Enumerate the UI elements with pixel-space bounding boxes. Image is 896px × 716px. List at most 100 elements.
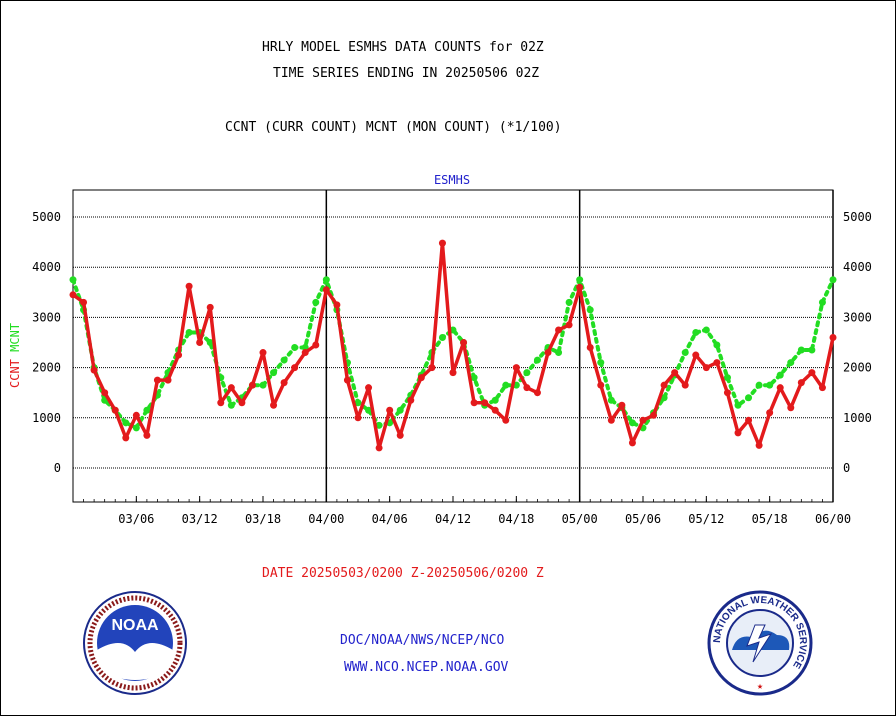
data-point-ccnt [153,376,161,384]
data-point-mcnt [523,369,531,377]
noaa-logo: NOAA [83,591,187,695]
data-point-ccnt [713,359,721,367]
chart-title-line1: HRLY MODEL ESMHS DATA COUNTS for 02Z [262,40,544,55]
y-tick-label-right: 1000 [843,411,872,425]
data-point-mcnt [312,298,320,306]
data-point-mcnt [576,276,584,284]
data-point-ccnt [533,389,541,397]
data-point-mcnt [766,381,774,389]
data-point-ccnt [628,439,636,447]
chart-subtitle: CCNT (CURR COUNT) MCNT (MON COUNT) (*1/1… [225,120,562,135]
data-point-ccnt [576,283,584,291]
data-point-ccnt [650,411,658,419]
data-point-ccnt [787,404,795,412]
x-tick-label: 05/06 [625,512,661,526]
data-point-mcnt [322,276,330,284]
data-point-ccnt [681,381,689,389]
y-tick-label-left: 2000 [32,361,61,375]
data-point-ccnt [671,369,679,377]
data-point-ccnt [80,298,88,306]
data-point-mcnt [586,306,594,314]
data-point-ccnt [259,349,267,357]
data-point-mcnt [143,406,151,414]
data-point-ccnt [829,333,837,341]
data-point-ccnt [111,406,119,414]
data-point-mcnt [396,406,404,414]
data-point-mcnt [555,349,563,357]
data-point-mcnt [681,349,689,357]
data-point-ccnt [597,381,605,389]
data-point-ccnt [449,369,457,377]
data-point-mcnt [365,406,373,414]
y-tick-label-left: 3000 [32,310,61,324]
data-point-mcnt [829,276,837,284]
x-tick-label: 04/06 [372,512,408,526]
plot-title: ESMHS [434,173,470,187]
chart-title-line2: TIME SERIES ENDING IN 20250506 02Z [273,66,540,81]
data-point-ccnt [660,381,668,389]
data-point-ccnt [481,399,489,407]
data-point-ccnt [386,406,394,414]
x-tick-label: 03/06 [118,512,154,526]
data-point-ccnt [428,364,436,372]
data-point-ccnt [196,339,204,346]
data-point-ccnt [808,369,816,377]
x-tick-label: 05/12 [688,512,724,526]
data-point-mcnt [280,356,288,364]
y-tick-label-left: 4000 [32,260,61,274]
data-point-ccnt [248,381,256,389]
svg-text:★: ★ [757,681,763,692]
data-point-mcnt [259,381,267,389]
data-point-mcnt [797,346,805,354]
data-point-ccnt [502,416,510,424]
data-point-ccnt [122,434,130,442]
data-point-ccnt [745,416,753,424]
x-tick-label: 05/00 [562,512,598,526]
x-tick-label: 03/12 [182,512,218,526]
data-point-mcnt [628,419,636,427]
data-point-mcnt [808,346,816,354]
data-point-mcnt [132,424,140,432]
data-point-ccnt [354,414,362,422]
data-point-ccnt [523,384,531,392]
data-point-ccnt [280,379,288,387]
y-tick-label-right: 0 [843,461,850,475]
data-point-mcnt [69,276,77,284]
data-point-mcnt [565,298,573,306]
data-point-ccnt [438,239,446,247]
data-point-mcnt [692,328,700,336]
data-point-mcnt [734,401,742,409]
data-point-ccnt [143,431,151,439]
data-point-mcnt [122,419,130,427]
data-point-ccnt [618,401,626,409]
data-point-ccnt [407,396,415,404]
data-point-mcnt [291,344,299,352]
data-point-ccnt [818,384,826,392]
data-point-ccnt [291,364,299,372]
data-point-mcnt [227,401,235,409]
data-point-mcnt [818,298,826,306]
data-point-mcnt [438,333,446,341]
data-point-mcnt [470,374,478,382]
data-point-mcnt [270,369,278,377]
data-point-mcnt [723,374,731,382]
org-path: DOC/NOAA/NWS/NCEP/NCO [340,633,505,648]
date-range: DATE 20250503/0200 Z-20250506/0200 Z [262,566,544,581]
nws-logo: NATIONAL WEATHER SERVICE ★ [707,590,813,696]
data-point-ccnt [270,401,278,409]
website-link[interactable]: WWW.NCO.NCEP.NOAA.GOV [344,660,509,675]
data-point-ccnt [101,389,109,397]
data-point-mcnt [533,356,541,364]
x-tick-label: 05/18 [752,512,788,526]
data-point-ccnt [322,286,330,294]
y-tick-label-left: 0 [54,461,61,475]
data-point-ccnt [417,374,425,382]
data-point-ccnt [734,429,742,437]
data-point-ccnt [90,366,98,374]
data-point-mcnt [491,396,499,404]
data-point-ccnt [175,351,183,359]
data-point-ccnt [470,399,478,407]
data-point-ccnt [164,376,172,384]
data-point-ccnt [206,303,214,311]
